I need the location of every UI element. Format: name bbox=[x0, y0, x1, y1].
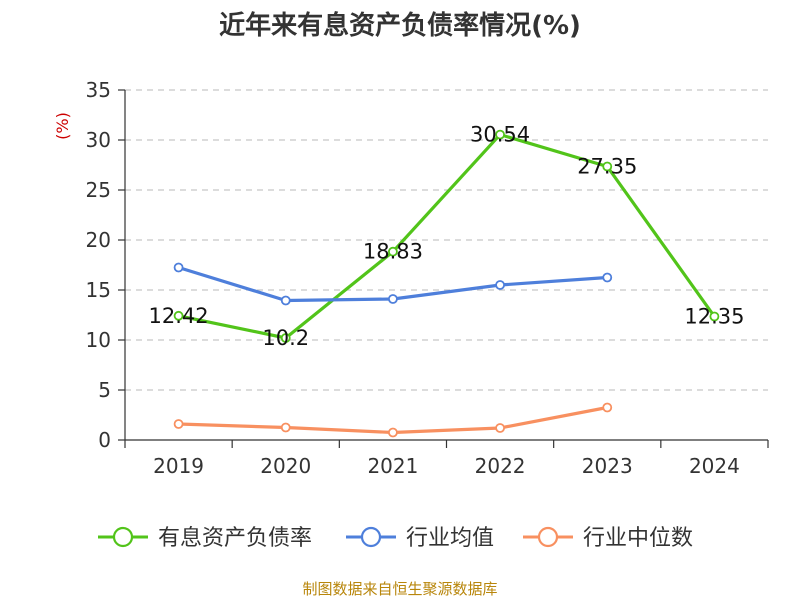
legend-label: 行业均值 bbox=[406, 526, 494, 551]
data-point bbox=[280, 422, 291, 433]
data-point bbox=[173, 419, 184, 429]
y-tick-label: 5 bbox=[98, 378, 111, 402]
data-label: 30.54 bbox=[470, 123, 530, 147]
y-tick-label: 10 bbox=[86, 328, 111, 352]
data-label: 27.35 bbox=[577, 155, 637, 179]
data-point bbox=[173, 262, 184, 273]
data-label: 18.83 bbox=[363, 240, 423, 264]
source-text: 制图数据来自恒生聚源数据库 bbox=[302, 580, 497, 598]
y-axis-label: (%) bbox=[53, 112, 72, 140]
data-point bbox=[388, 246, 398, 257]
data-point bbox=[709, 311, 720, 322]
data-point bbox=[602, 272, 613, 283]
y-tick-label: 35 bbox=[86, 78, 111, 102]
y-tick-label: 30 bbox=[86, 128, 111, 152]
data-label: 10.2 bbox=[262, 326, 309, 350]
x-tick-label: 2022 bbox=[475, 454, 526, 478]
x-tick-label: 2020 bbox=[260, 454, 311, 478]
legend-label: 有息资产负债率 bbox=[158, 526, 312, 551]
data-point bbox=[602, 402, 613, 413]
x-tick-label: 2024 bbox=[689, 454, 740, 478]
data-point bbox=[495, 129, 505, 140]
series-group bbox=[173, 129, 720, 438]
data-labels: 12.42 10.2 18.83 30.54 27.35 12.35 bbox=[149, 123, 745, 350]
y-tick-label: 15 bbox=[86, 278, 111, 302]
legend-marker bbox=[537, 526, 559, 548]
axes: 0 5 10 15 20 25 30 35 2019 2020 2021 2022 2023 2024 bbox=[86, 78, 769, 478]
data-point bbox=[388, 294, 398, 304]
data-point bbox=[602, 161, 613, 172]
y-tick-label: 0 bbox=[98, 428, 111, 452]
data-point bbox=[280, 333, 291, 343]
x-tick-label: 2021 bbox=[367, 454, 418, 478]
data-point bbox=[280, 295, 291, 306]
data-label: 12.42 bbox=[149, 304, 209, 328]
y-tick-label: 25 bbox=[86, 178, 111, 202]
legend-marker bbox=[360, 526, 382, 548]
data-point bbox=[495, 280, 505, 290]
legend: 有息资产负债率 行业均值 行业中位数 bbox=[98, 526, 693, 551]
y-tick-label: 20 bbox=[86, 228, 111, 252]
chart-title: 近年来有息资产负债率情况(%) bbox=[219, 10, 581, 41]
data-point bbox=[388, 427, 398, 438]
x-tick-label: 2023 bbox=[582, 454, 633, 478]
data-label: 12.35 bbox=[684, 305, 744, 329]
grid bbox=[125, 89, 768, 391]
data-point bbox=[173, 310, 184, 321]
series-line bbox=[178, 133, 716, 340]
x-tick-label: 2019 bbox=[153, 454, 204, 478]
data-point bbox=[495, 423, 505, 433]
legend-label: 行业中位数 bbox=[583, 526, 693, 551]
legend-marker bbox=[112, 526, 134, 548]
